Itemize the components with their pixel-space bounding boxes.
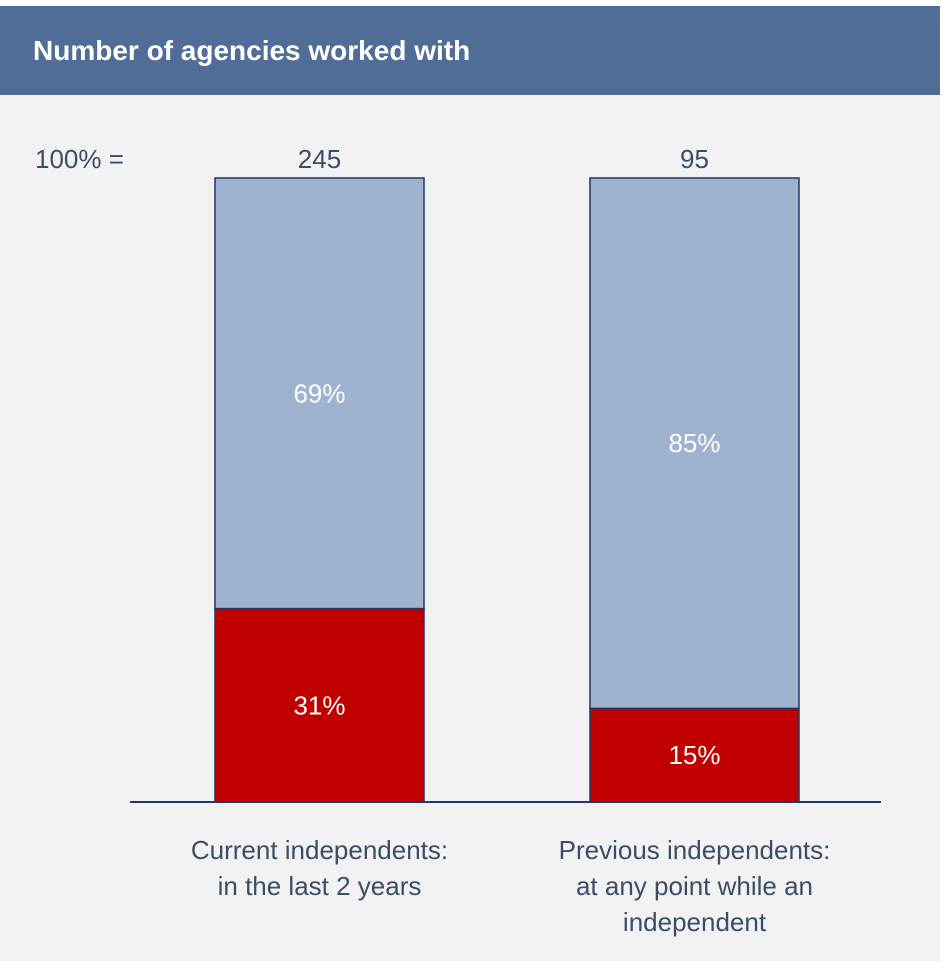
data-label-2-2: 85% bbox=[668, 428, 720, 458]
bars-layer bbox=[214, 177, 800, 803]
category-label-1-line-1: Current independents: bbox=[191, 835, 448, 865]
bar-total-1: 245 bbox=[298, 144, 341, 174]
bar-segment-1-1 bbox=[214, 607, 425, 803]
bar-segment-2-2 bbox=[589, 177, 800, 710]
bar-segment-1-2 bbox=[214, 177, 425, 610]
data-label-1-2: 69% bbox=[293, 378, 345, 408]
labels-layer: 31% 69% 245 Current independents: in the las… bbox=[191, 144, 831, 937]
category-label-2-line-1: Previous independents: bbox=[559, 835, 831, 865]
chart-header: Number of agencies worked with bbox=[0, 6, 940, 95]
data-label-2-1: 15% bbox=[668, 740, 720, 770]
data-label-1-1: 31% bbox=[293, 690, 345, 720]
bar-total-2: 95 bbox=[680, 144, 709, 174]
chart-title: Number of agencies worked with bbox=[33, 35, 471, 66]
category-label-2-line-3: independent bbox=[623, 907, 767, 937]
category-label-2-line-2: at any point while an bbox=[576, 871, 813, 901]
total-prefix-label: 100% = bbox=[35, 144, 124, 174]
category-label-1-line-2: in the last 2 years bbox=[218, 871, 422, 901]
